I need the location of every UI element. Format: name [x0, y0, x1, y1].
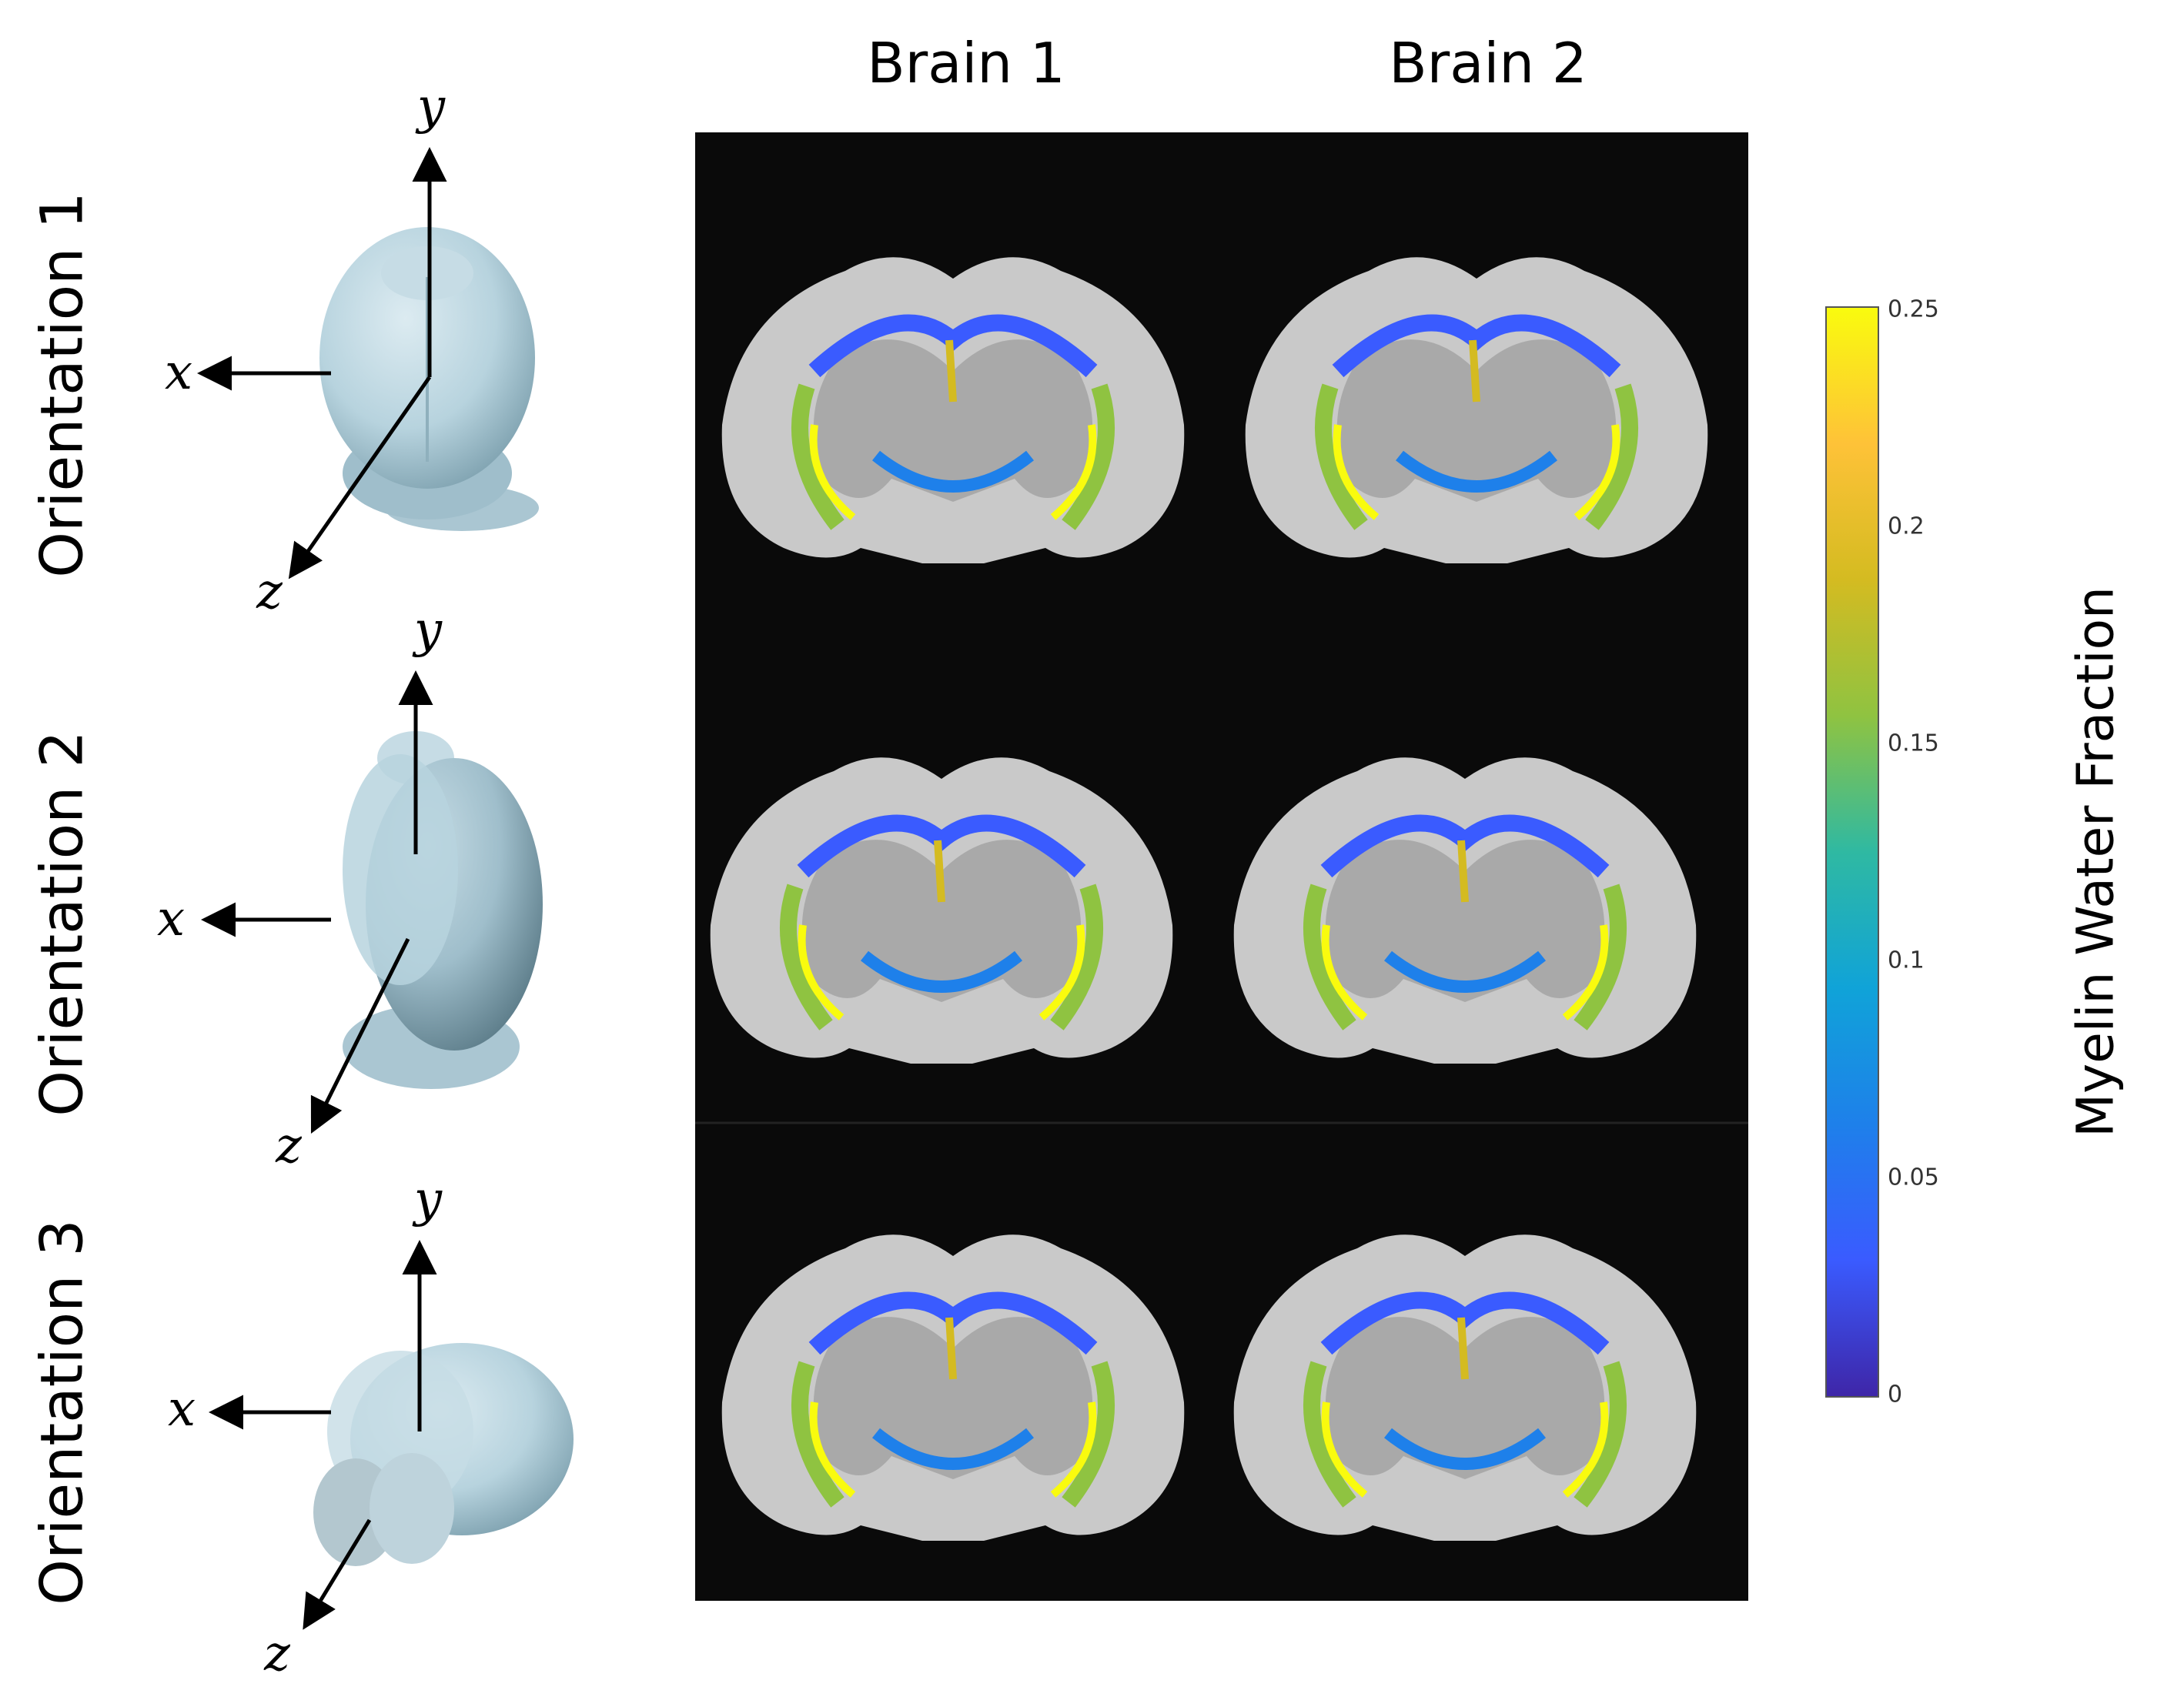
colorbar — [1825, 306, 1879, 1398]
colorbar-title: Myelin Water Fraction — [2065, 586, 2125, 1137]
column-header-brain-1: Brain 1 — [867, 31, 1065, 95]
colorbar-tick-0: 0 — [1888, 1381, 1903, 1408]
axis-label-x: x — [165, 344, 192, 401]
axis-label-x: x — [157, 890, 185, 947]
axis-label-x: x — [168, 1381, 196, 1438]
mri-slice-orientation-3-brain-2 — [1233, 1234, 1697, 1541]
colorbar-tick-0.25: 0.25 — [1888, 296, 1939, 323]
axis-label-y: y — [415, 79, 446, 135]
mri-slice-orientation-3-brain-1 — [721, 1234, 1185, 1541]
brain-model-orientation-3 — [313, 1343, 574, 1566]
mri-slices — [695, 257, 1748, 1541]
mri-slice-orientation-1-brain-1 — [721, 257, 1185, 563]
orientation-diagrams: y x z y x z y x z — [157, 79, 574, 1682]
column-header-brain-2: Brain 2 — [1389, 31, 1587, 95]
brain-model-orientation-1 — [319, 227, 539, 531]
mri-slice-orientation-1-brain-2 — [1245, 257, 1708, 563]
axis-label-z: z — [256, 563, 283, 620]
colorbar-tick-0.05: 0.05 — [1888, 1164, 1939, 1191]
colorbar-tick-0.2: 0.2 — [1888, 513, 1925, 540]
mri-slice-orientation-2-brain-2 — [1233, 757, 1697, 1064]
axis-label-z: z — [275, 1117, 303, 1174]
brain-model-orientation-2 — [343, 731, 543, 1089]
axis-label-y: y — [412, 1171, 443, 1228]
axis-label-z: z — [263, 1625, 291, 1682]
mri-slice-orientation-2-brain-1 — [710, 757, 1173, 1064]
colorbar-tick-0.15: 0.15 — [1888, 730, 1939, 757]
colorbar-tick-0.1: 0.1 — [1888, 947, 1925, 974]
axis-label-y: y — [412, 602, 443, 659]
mri-image-grid — [695, 132, 1748, 1601]
